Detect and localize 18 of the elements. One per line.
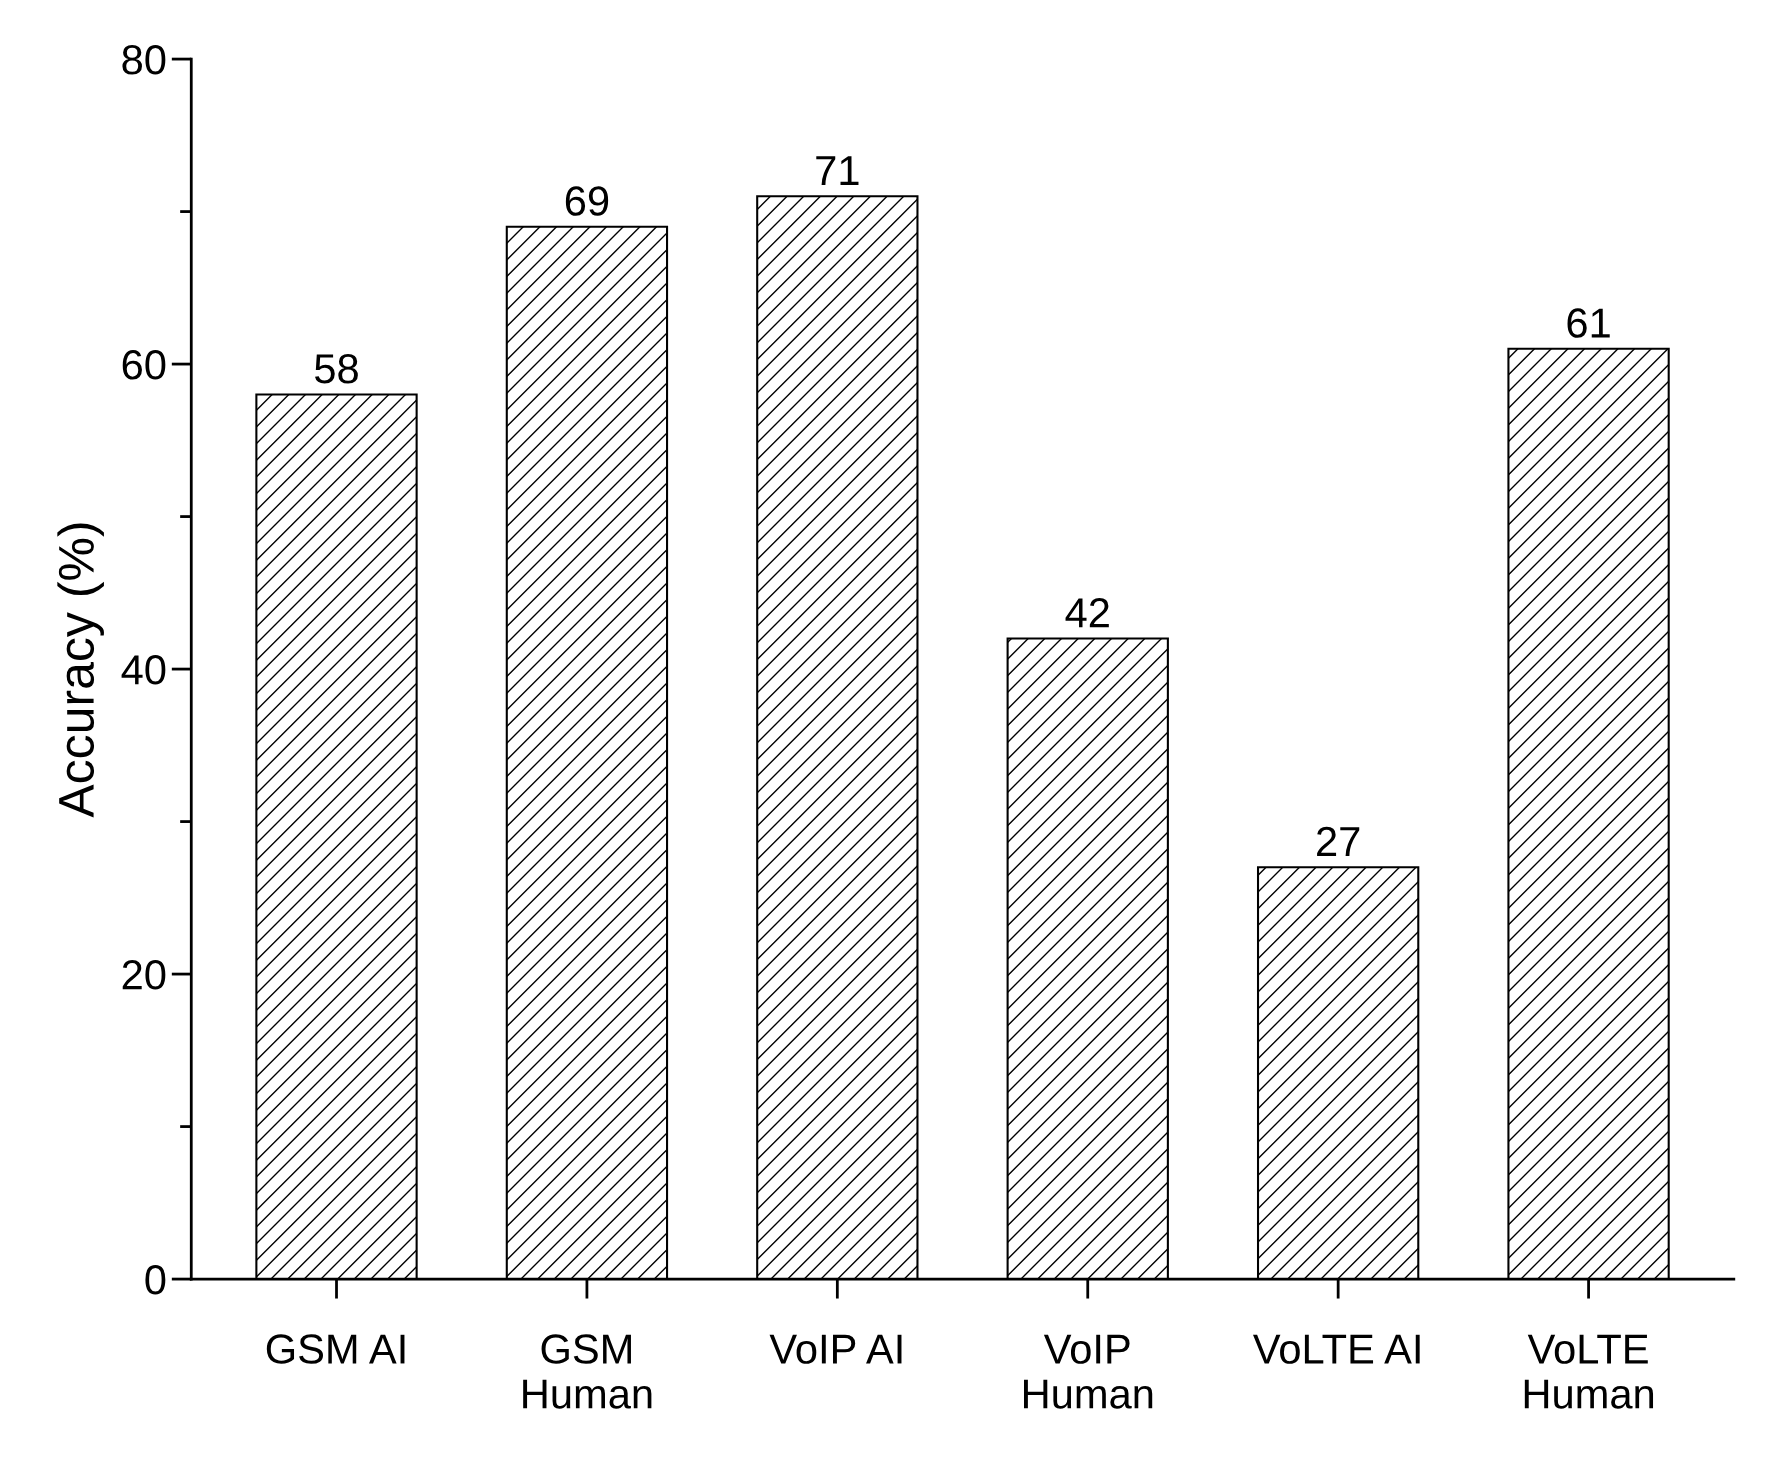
data-label: 69 [565,186,609,216]
data-label: 27 [1317,826,1360,856]
x-tick-label: VoIP AI [769,1334,902,1364]
data-label: 42 [1065,598,1109,628]
data-label: 71 [816,156,859,185]
x-tick-label: GSM Human [523,1334,652,1409]
x-tick-label: GSM AI [266,1334,405,1364]
x-tick-label: VoLTE AI [1253,1334,1420,1364]
x-tick-label: VoIP Human [1024,1334,1153,1409]
data-label: 58 [315,354,358,384]
x-tick-label: VoLTE Human [1524,1334,1654,1409]
y-tick-label: 60 [122,350,166,380]
y-tick-label: 80 [122,45,166,75]
y-tick-label: 40 [121,655,166,685]
y-axis-title: Accuracy (%) [57,523,104,818]
data-label: 61 [1567,308,1610,338]
y-tick-label: 20 [122,960,166,990]
y-tick-label: 0 [145,1265,166,1295]
